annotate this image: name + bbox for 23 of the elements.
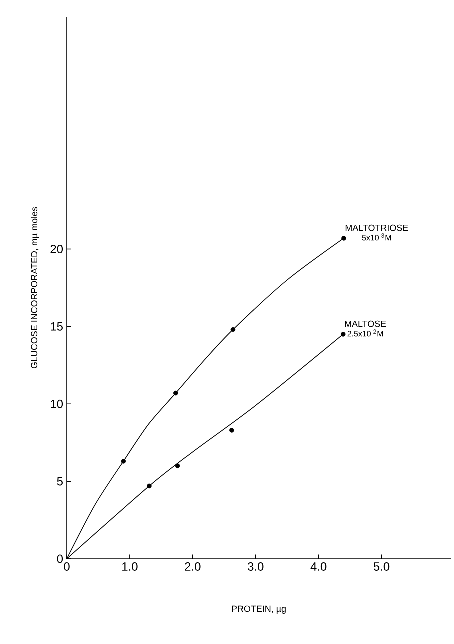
point [174,390,178,396]
x-axis-title: PROTEIN, µg [232,606,286,614]
series-label: MALTOTRIOSE [346,224,408,232]
series-label: MALTOSE [345,320,386,328]
x-tick-label: 1.0 [122,562,138,571]
point [230,428,234,433]
y-tick-label: 20 [50,245,64,254]
x-tick-label: 5.0 [374,562,390,571]
x-tick-label: 4.0 [310,562,327,571]
point [121,459,126,464]
point [175,464,180,468]
point [340,332,346,337]
point [230,327,236,332]
point [147,484,152,489]
y-tick-label: 0 [57,554,64,564]
x-tick-label: 3.0 [248,562,264,571]
y-axis-title: GLUCOSE INCORPORATED, mµ moles [30,207,40,369]
y-tick-label: 10 [51,400,64,408]
x-tick-label: 2.0 [185,562,201,571]
y-tick-label: 5 [57,477,63,486]
y-tick-label: 15 [51,322,63,331]
x-tick-label: 0 [64,562,70,571]
point [342,236,346,241]
